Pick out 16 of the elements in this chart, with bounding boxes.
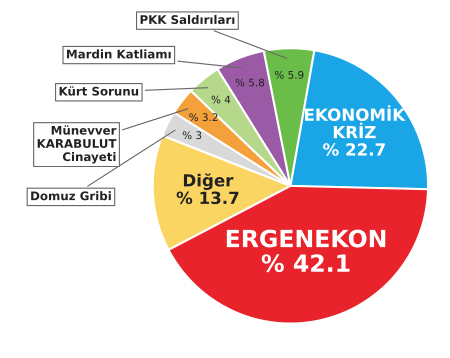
data-label: % 42.1 (262, 254, 350, 272)
slice-label: Mardin Katliamı (67, 49, 171, 58)
slice-label: PKK Saldırıları (140, 14, 234, 24)
data-label: % 5.9 (274, 70, 304, 79)
data-label: % 3.2 (189, 113, 218, 122)
slice-label: EKONOMİK KRİZ (305, 105, 406, 138)
slice-label: Diğer (184, 173, 234, 190)
data-label: % 3 (182, 131, 202, 140)
data-label: % 5.8 (236, 78, 264, 86)
slice-label: Domuz Gribi (31, 191, 111, 200)
slice-label: Kürt Sorunu (60, 86, 138, 96)
data-label: % 13.7 (176, 192, 238, 204)
data-label: % 4 (212, 96, 230, 104)
slice-label: Münevver KARABULUT Cinayeti (38, 125, 116, 164)
slice-label: ERGENEKON (226, 230, 386, 248)
data-label: % 22.7 (323, 143, 385, 156)
